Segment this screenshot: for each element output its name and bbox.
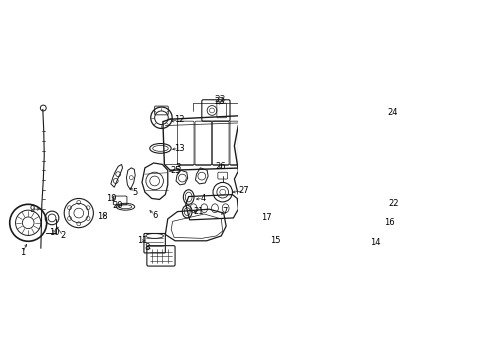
Text: 9: 9 [29,205,35,214]
Text: 18: 18 [97,212,107,221]
Text: 24: 24 [387,108,397,117]
Text: 6: 6 [152,211,157,220]
Text: 1: 1 [20,248,25,257]
Text: 25: 25 [170,166,181,175]
Text: 23: 23 [214,97,224,106]
Text: 3: 3 [175,163,180,172]
Text: 21: 21 [193,207,203,216]
Text: 20: 20 [112,201,122,210]
Text: 12: 12 [173,115,184,124]
Text: 5: 5 [132,188,138,197]
Text: 15: 15 [269,236,280,245]
Text: 2: 2 [61,231,66,240]
Text: 10: 10 [49,228,60,237]
Text: 19: 19 [105,194,116,203]
Text: 8: 8 [144,243,149,252]
Text: 27: 27 [238,186,249,195]
Text: 7: 7 [222,207,227,216]
Text: 26: 26 [215,162,225,171]
Text: 17: 17 [261,213,271,222]
Text: 4: 4 [200,194,205,203]
Text: 22: 22 [388,199,398,208]
Text: 14: 14 [369,238,380,247]
Text: 13: 13 [173,144,184,153]
Text: 16: 16 [383,218,393,227]
Text: 11: 11 [137,236,147,245]
Text: 23: 23 [214,95,225,104]
